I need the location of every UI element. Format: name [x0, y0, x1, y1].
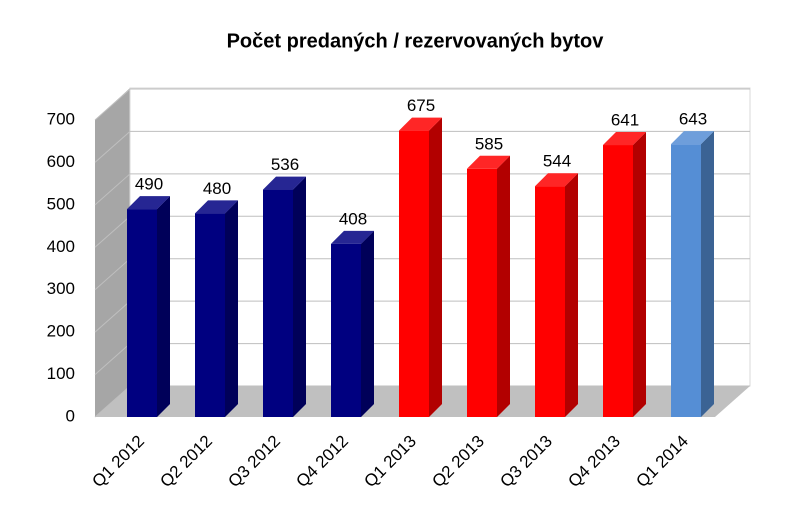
bar-top-shade [603, 132, 646, 146]
bar [263, 176, 306, 417]
x-tick-label: Q3 2013 [496, 432, 556, 492]
x-tick-label: Q3 2012 [224, 432, 284, 492]
bar-side [565, 173, 578, 417]
bar-side-shade [429, 117, 442, 417]
bar-top-shade [195, 200, 238, 214]
chart-title: Počet predaných / rezervovaných bytov [227, 30, 605, 52]
bar-side [701, 131, 714, 418]
bar-side-shade [701, 131, 714, 418]
bar-side [429, 117, 442, 417]
value-label: 490 [135, 175, 163, 194]
bar-side-shade [293, 176, 306, 417]
bar-side [157, 196, 170, 417]
bar-top [467, 155, 510, 169]
x-tick-label: Q4 2013 [564, 432, 624, 492]
side-wall [95, 88, 130, 417]
bar-top [535, 173, 578, 187]
bar-top [331, 230, 374, 244]
bar-top-shade [263, 176, 306, 190]
y-tick-label: 100 [47, 364, 75, 383]
bar-front [467, 168, 497, 417]
x-tick-label: Q1 2014 [632, 432, 692, 492]
bar-front [603, 145, 633, 418]
bar-top [127, 196, 170, 210]
bar [399, 117, 442, 417]
bar-side-shade [633, 132, 646, 418]
bar-side-shade [157, 196, 170, 417]
bar-top-shade [467, 155, 510, 169]
grid-line [94, 88, 750, 121]
bar [671, 131, 714, 418]
bar-front [671, 144, 701, 418]
grid-line [94, 130, 750, 163]
bar-front [195, 213, 225, 417]
bar-front [331, 243, 361, 417]
bar-side [225, 200, 238, 417]
x-tick-label: Q1 2013 [360, 432, 420, 492]
bar-top-shade [671, 131, 714, 145]
bar-top [399, 117, 442, 131]
value-label: 480 [203, 179, 231, 198]
y-tick-label: 0 [66, 406, 75, 425]
grid-line [94, 173, 750, 206]
value-label: 675 [407, 96, 435, 115]
y-tick-label: 200 [47, 322, 75, 341]
bar-top [603, 132, 646, 146]
bar [467, 155, 510, 418]
bar-side-shade [225, 200, 238, 417]
bar-top-shade [535, 173, 578, 187]
bar-side-shade [565, 173, 578, 417]
bar-top [195, 200, 238, 214]
bar [127, 196, 170, 417]
bar [195, 200, 238, 417]
value-label: 408 [339, 209, 367, 228]
bar-top [263, 176, 306, 190]
y-tick-label: 700 [47, 109, 75, 128]
bar-top-shade [399, 117, 442, 131]
bar-side [497, 155, 510, 418]
bar [535, 173, 578, 417]
value-label: 585 [475, 134, 503, 153]
bar-front [127, 209, 157, 417]
bar-top-shade [127, 196, 170, 210]
bar-side [293, 176, 306, 417]
bar-side [361, 230, 374, 417]
bar [331, 230, 374, 417]
x-tick-label: Q1 2012 [88, 432, 148, 492]
value-label: 641 [611, 111, 639, 130]
bar-side [633, 132, 646, 418]
bar-front [535, 186, 565, 417]
x-tick-label: Q2 2013 [428, 432, 488, 492]
bar-side-shade [497, 155, 510, 418]
bar [603, 132, 646, 418]
y-tick-label: 600 [47, 152, 75, 171]
value-label: 643 [679, 110, 707, 129]
x-tick-label: Q2 2012 [156, 432, 216, 492]
y-tick-label: 400 [47, 237, 75, 256]
value-label: 544 [543, 152, 571, 171]
y-tick-label: 300 [47, 279, 75, 298]
bar-top [671, 131, 714, 145]
bar-front [399, 130, 429, 417]
bar-side-shade [361, 230, 374, 417]
bar-front [263, 189, 293, 417]
y-tick-label: 500 [47, 194, 75, 213]
value-label: 536 [271, 155, 299, 174]
bar-top-shade [331, 230, 374, 244]
x-tick-label: Q4 2012 [292, 432, 352, 492]
